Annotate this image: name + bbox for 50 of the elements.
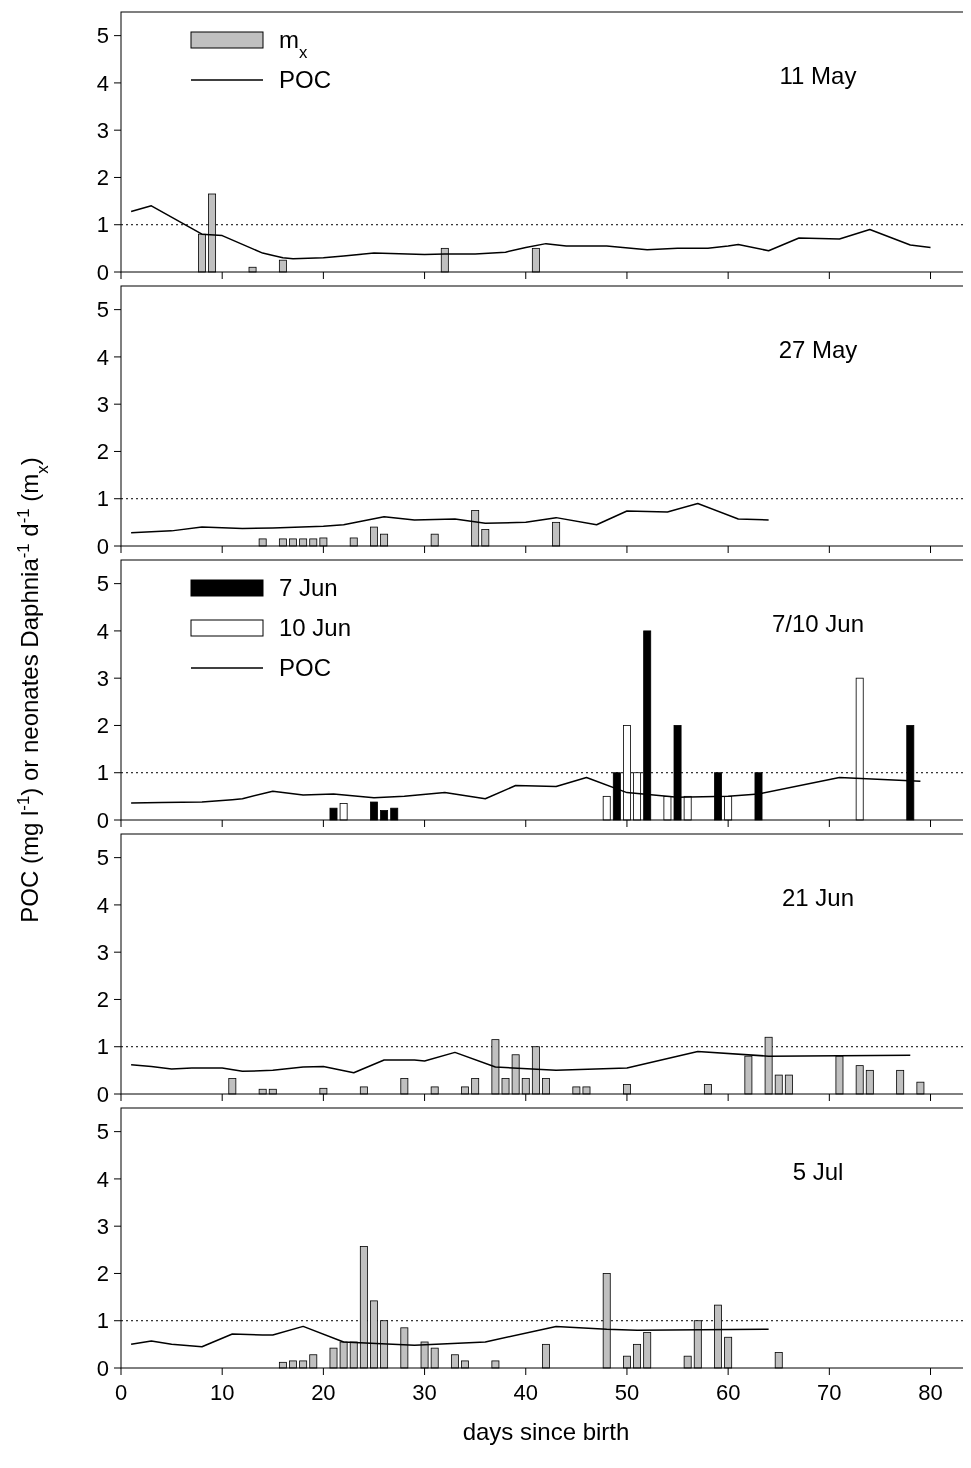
y-tick-label: 5	[96, 571, 109, 597]
y-tick-label: 5	[96, 23, 109, 49]
y-tick-label: 3	[96, 939, 109, 965]
y-tick-label: 1	[96, 486, 109, 512]
x-tick-label: 10	[209, 1380, 235, 1405]
y-tick-label: 2	[96, 1261, 109, 1287]
y-tick-label: 0	[96, 259, 109, 285]
y-tick-label: 2	[96, 439, 109, 465]
x-axis-title: days since birth	[462, 1418, 630, 1445]
legend-label: 7 Jun	[279, 574, 338, 602]
y-tick-label: 1	[96, 212, 109, 238]
y-tick-label: 1	[96, 760, 109, 786]
y-tick-label: 3	[96, 117, 109, 143]
y-tick-label: 5	[96, 297, 109, 323]
legend-label: POC	[279, 654, 332, 682]
x-tick-label: 50	[614, 1380, 640, 1405]
y-tick-label: 3	[96, 665, 109, 691]
y-tick-label: 1	[96, 1308, 109, 1334]
y-tick-label: 1	[96, 1034, 109, 1060]
annotation: 27 May	[778, 336, 858, 363]
y-tick-label: 4	[96, 1166, 109, 1192]
y-tick-label: 0	[96, 1081, 109, 1107]
y-tick-label: 4	[96, 892, 109, 918]
annotation: 21 Jun	[781, 884, 855, 911]
y-tick-label: 0	[96, 1355, 109, 1381]
x-tick-label: 30	[412, 1380, 437, 1405]
x-tick-label: 60	[715, 1380, 741, 1405]
legend-label: m$_{x}$	[279, 26, 308, 62]
y-tick-label: 4	[96, 344, 109, 370]
y-tick-label: 0	[96, 533, 109, 559]
y-tick-label: 4	[96, 70, 109, 96]
legend-label: POC	[279, 66, 332, 94]
y-tick-label: 3	[96, 391, 109, 417]
x-tick-label: 0	[114, 1380, 128, 1405]
y-tick-label: 3	[96, 1213, 109, 1239]
legend-label: 10 Jun	[279, 614, 352, 642]
annotation: 5 Jul	[792, 1158, 844, 1185]
y-tick-label: 0	[96, 807, 109, 833]
annotation: 7/10 Jun	[771, 610, 865, 637]
x-tick-label: 20	[311, 1380, 336, 1405]
x-tick-label: 70	[817, 1380, 842, 1405]
y-tick-label: 5	[96, 845, 109, 871]
annotation: 11 May	[779, 62, 857, 89]
x-tick-label: 80	[918, 1380, 943, 1405]
y-tick-label: 4	[96, 618, 109, 644]
y-tick-label: 2	[96, 165, 109, 191]
y-tick-label: 2	[96, 987, 109, 1013]
y-tick-label: 5	[96, 1119, 109, 1145]
y-tick-label: 2	[96, 713, 109, 739]
x-tick-label: 40	[513, 1380, 538, 1405]
